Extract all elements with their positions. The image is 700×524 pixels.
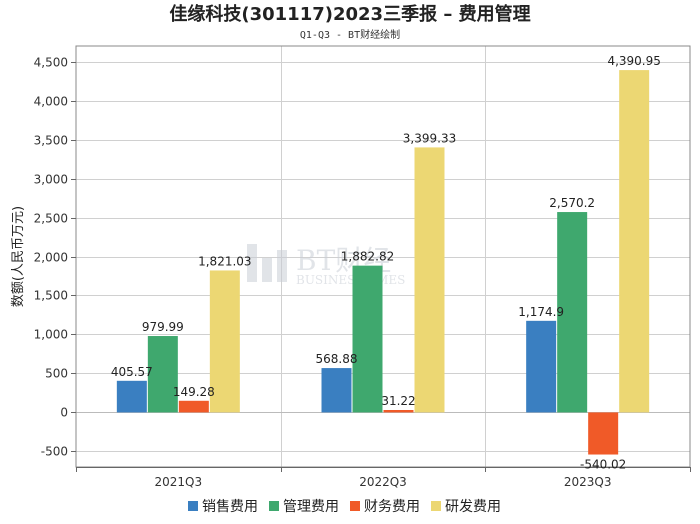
grid-lines: [76, 46, 690, 467]
y-tick-label: 500: [45, 367, 68, 381]
bar: [178, 400, 209, 413]
bar: [588, 412, 619, 455]
bar: [383, 409, 414, 413]
y-tick-label: -500: [41, 445, 68, 459]
x-tick-label: 2023Q3: [564, 475, 612, 489]
data-label: 2,570.2: [549, 196, 595, 210]
bar: [147, 336, 178, 413]
legend: 销售费用 管理费用 财务费用 研发费用: [188, 499, 501, 515]
watermark-logo-bar: [277, 250, 287, 282]
y-tick-label: 3,000: [34, 173, 68, 187]
bar: [321, 368, 352, 413]
axes: -500 0 500 1,000 1,500 2,000 2,500 3,000 3,500 4,…: [34, 45, 691, 489]
bar: [414, 147, 445, 413]
y-tick-label: 1,000: [34, 328, 68, 342]
data-label: 149.28: [173, 385, 215, 399]
data-label: 568.88: [316, 352, 358, 366]
chart-subtitle: Q1-Q3 - BT财经绘制: [300, 28, 400, 41]
y-tick-label: 2,000: [34, 251, 68, 265]
legend-swatch: [350, 501, 360, 511]
legend-label: 财务费用: [364, 499, 420, 515]
data-label: 405.57: [111, 365, 153, 379]
watermark-sub: BUSINESSTIMES: [296, 273, 405, 287]
data-label: 1,174.9: [518, 305, 564, 319]
bar: [557, 212, 588, 413]
legend-label: 销售费用: [202, 499, 258, 515]
data-label: 31.22: [381, 394, 415, 408]
legend-swatch: [188, 501, 198, 511]
y-tick-label: 4,000: [34, 95, 68, 109]
y-tick-label: 0: [60, 406, 68, 420]
bar: [619, 70, 650, 413]
legend-label: 研发费用: [445, 499, 501, 515]
data-label: 3,399.33: [403, 131, 456, 145]
data-label: -540.02: [580, 458, 626, 472]
y-tick-label: 1,500: [34, 289, 68, 303]
bar: [352, 265, 383, 413]
data-label: 979.99: [142, 320, 184, 334]
y-tick-label: 4,500: [34, 56, 68, 70]
x-tick-label: 2021Q3: [155, 475, 203, 489]
bars: [116, 70, 650, 455]
legend-swatch: [431, 501, 441, 511]
y-tick-label: 3,500: [34, 134, 68, 148]
data-label: 1,821.03: [198, 254, 251, 268]
watermark-logo-bar: [247, 244, 257, 282]
y-tick-label: 2,500: [34, 212, 68, 226]
bar: [209, 270, 240, 413]
data-label: 4,390.95: [607, 54, 660, 68]
legend-label: 管理费用: [283, 499, 339, 515]
watermark-logo-bar: [262, 258, 272, 282]
chart-title: 佳缘科技(301117)2023三季报 – 费用管理: [169, 3, 530, 25]
data-labels: 405.57 568.88 1,174.9 979.99 1,882.82 2,570.2…: [111, 54, 661, 471]
legend-swatch: [269, 501, 279, 511]
bar: [526, 320, 557, 413]
x-tick-label: 2022Q3: [359, 475, 407, 489]
y-axis-label: 数额(人民币万元): [11, 206, 26, 307]
data-label: 1,882.82: [341, 250, 394, 264]
bar: [116, 380, 147, 413]
